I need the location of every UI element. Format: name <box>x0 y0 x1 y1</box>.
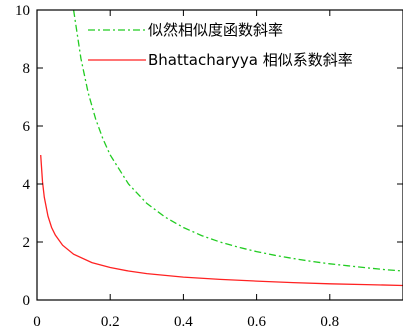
x-tick-label: 0.6 <box>247 314 266 330</box>
legend-label-0: 似然相似度函数斜率 <box>148 21 283 39</box>
legend-label-1: Bhattacharyya 相似系数斜率 <box>148 51 353 69</box>
plot-frame <box>36 9 403 301</box>
x-tick-label: 0.2 <box>101 314 120 330</box>
y-tick-label: 8 <box>23 61 31 77</box>
series-line-1 <box>40 154 403 287</box>
y-tick-label: 6 <box>23 119 31 135</box>
y-tick-label: 10 <box>15 3 30 19</box>
y-tick-label: 2 <box>23 235 31 251</box>
y-tick-label: 0 <box>23 293 31 309</box>
legend: 似然相似度函数斜率 Bhattacharyya 相似系数斜率 <box>88 21 353 69</box>
tick-layer: 0 0.2 0.4 0.6 0.8 0 2 4 6 8 10 <box>15 3 403 330</box>
x-tick-label: 0 <box>33 314 41 330</box>
plot-background <box>37 10 403 300</box>
y-tick-label: 4 <box>23 177 31 193</box>
series-line-0 <box>72 9 403 272</box>
x-tick-label: 0.8 <box>320 314 339 330</box>
x-tick-label: 0.4 <box>174 314 193 330</box>
series-layer <box>40 9 403 287</box>
